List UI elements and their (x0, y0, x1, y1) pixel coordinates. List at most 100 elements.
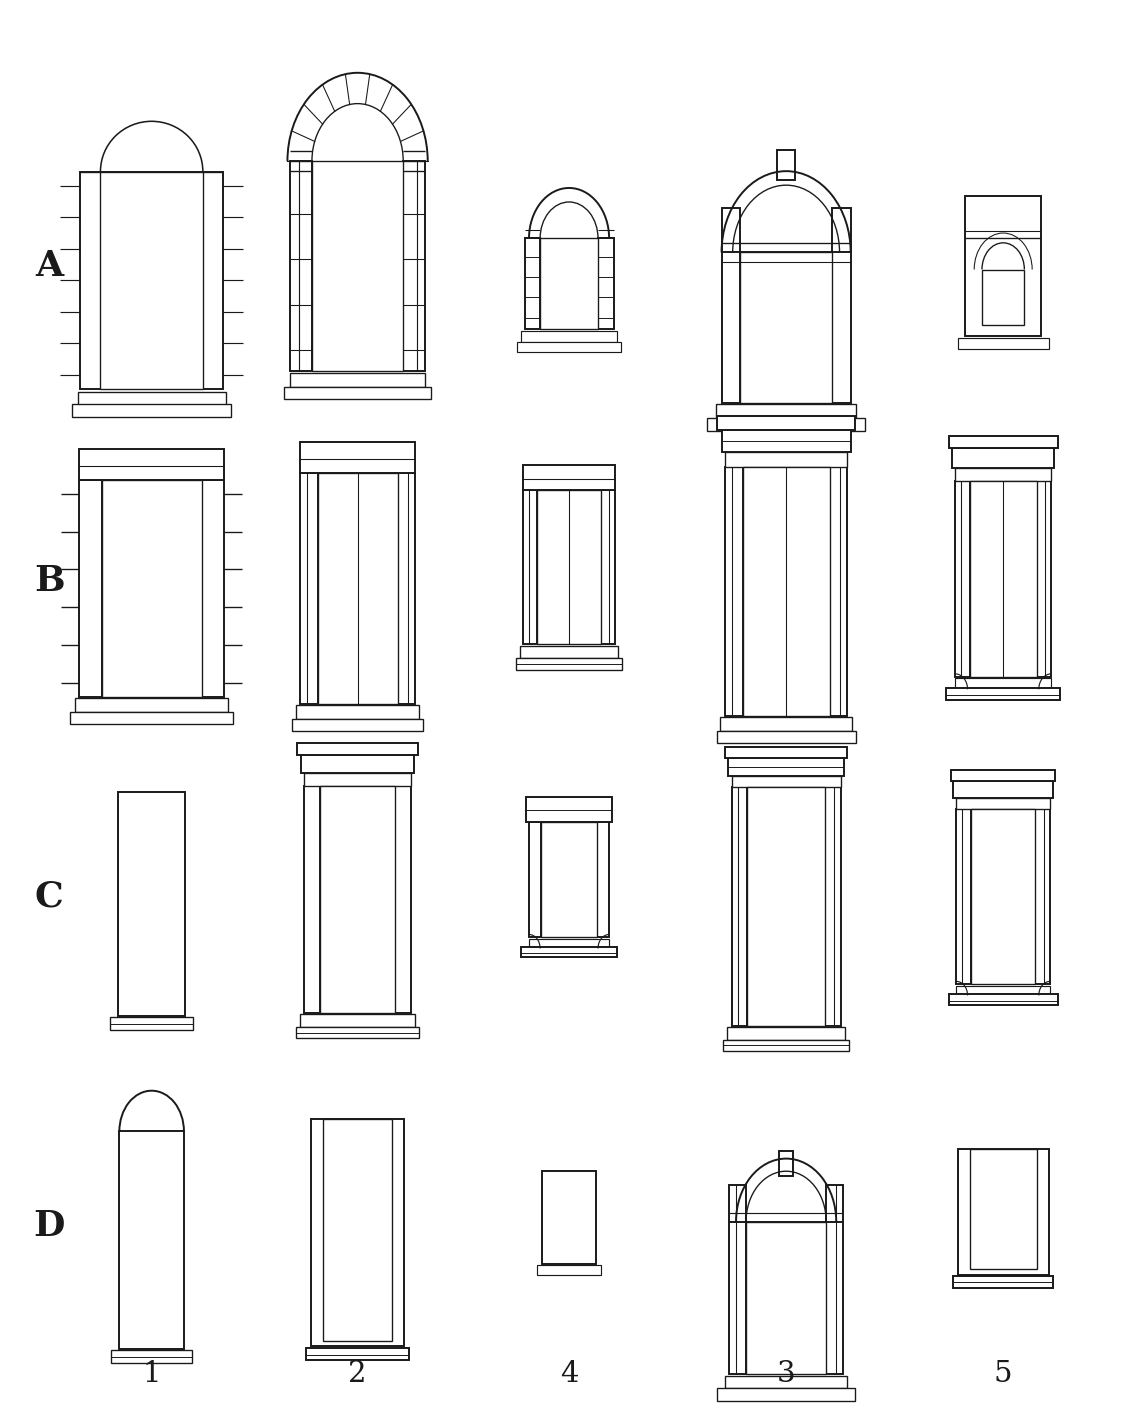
Bar (529, 938, 609, 948)
Bar (716, 405, 857, 419)
Bar (956, 481, 970, 676)
Bar (516, 658, 622, 669)
Bar (720, 717, 852, 732)
Bar (112, 1350, 193, 1363)
Bar (953, 1276, 1054, 1288)
Bar (307, 1348, 409, 1360)
Bar (717, 732, 855, 743)
Bar (525, 797, 612, 822)
Bar (721, 430, 851, 453)
Bar (296, 1027, 419, 1039)
Bar (529, 822, 541, 937)
Bar (523, 466, 614, 491)
Bar (119, 1132, 184, 1348)
Bar (318, 473, 398, 705)
Bar (725, 1375, 848, 1388)
Bar (298, 743, 418, 756)
Bar (957, 986, 1050, 995)
Bar (725, 453, 848, 467)
Bar (110, 1017, 194, 1030)
Bar (949, 993, 1058, 1005)
Bar (780, 1150, 792, 1176)
Bar (202, 480, 224, 698)
Bar (958, 1149, 1049, 1275)
Bar (323, 1119, 392, 1341)
Bar (951, 770, 1056, 781)
Bar (521, 947, 616, 957)
Bar (717, 1388, 855, 1401)
Bar (602, 491, 614, 644)
Bar (72, 405, 231, 417)
Text: A: A (35, 249, 63, 283)
Bar (521, 331, 616, 342)
Bar (707, 419, 866, 430)
Bar (300, 1015, 415, 1027)
Bar (825, 787, 841, 1026)
Bar (320, 785, 396, 1013)
Bar (304, 785, 320, 1013)
Bar (957, 798, 1050, 809)
Bar (778, 150, 795, 180)
Bar (311, 1119, 405, 1347)
Bar (74, 699, 229, 712)
Bar (403, 161, 426, 371)
Bar (100, 171, 203, 389)
Bar (101, 480, 202, 698)
Bar (949, 436, 1058, 449)
Bar (598, 238, 613, 330)
Bar (523, 491, 536, 644)
Bar (541, 822, 597, 937)
Bar (970, 809, 1036, 985)
Bar (78, 392, 225, 406)
Bar (79, 449, 224, 480)
Bar (524, 238, 540, 330)
Bar (304, 774, 411, 785)
Bar (284, 386, 431, 399)
Bar (947, 688, 1061, 700)
Bar (956, 678, 1051, 689)
Bar (725, 467, 743, 716)
Bar (727, 1027, 845, 1040)
Text: C: C (35, 880, 63, 914)
Text: D: D (34, 1208, 65, 1242)
Bar (1037, 481, 1051, 676)
Bar (952, 449, 1055, 468)
Bar (540, 238, 598, 330)
Text: 5: 5 (994, 1360, 1012, 1388)
Bar (829, 467, 848, 716)
Text: 4: 4 (560, 1360, 578, 1388)
Bar (743, 467, 829, 716)
Bar (295, 706, 419, 719)
Bar (832, 208, 851, 403)
Bar (747, 787, 825, 1026)
Bar (520, 645, 618, 658)
Bar (966, 197, 1041, 337)
Bar (118, 791, 185, 1016)
Bar (312, 161, 403, 371)
Bar (725, 747, 848, 758)
Bar (826, 1184, 843, 1374)
Bar (79, 480, 101, 698)
Bar (731, 787, 747, 1026)
Bar (953, 781, 1054, 798)
Bar (1036, 809, 1050, 985)
Bar (956, 468, 1051, 481)
Bar (301, 756, 415, 774)
Text: B: B (34, 565, 64, 599)
Bar (517, 342, 621, 351)
Bar (746, 1221, 826, 1374)
Bar (290, 372, 426, 386)
Text: 2: 2 (348, 1360, 366, 1388)
Bar (80, 171, 223, 389)
Bar (396, 785, 411, 1013)
Bar (729, 1184, 746, 1374)
Text: 1: 1 (142, 1360, 161, 1388)
Bar (728, 758, 844, 777)
Bar (70, 712, 233, 723)
Bar (538, 1265, 601, 1275)
Bar (970, 481, 1037, 676)
Bar (292, 719, 424, 730)
Bar (597, 822, 609, 937)
Text: 3: 3 (777, 1360, 796, 1388)
Bar (970, 1149, 1037, 1269)
